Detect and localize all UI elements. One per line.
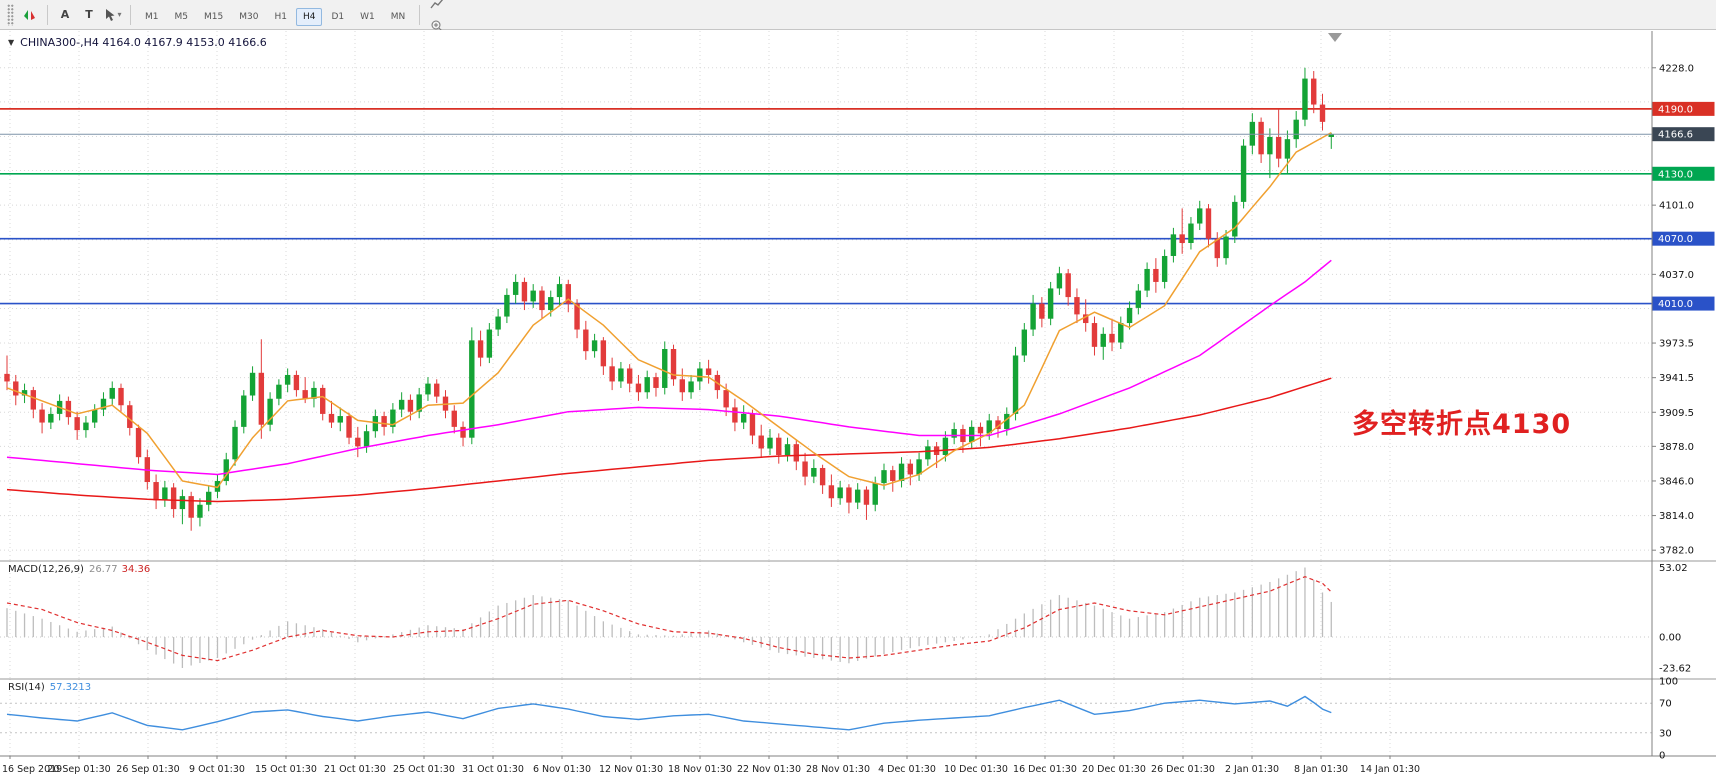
- price-badge: [1652, 166, 1715, 181]
- new-order-icon[interactable]: [19, 4, 41, 26]
- support-resistance-lines[interactable]: [0, 107, 1652, 305]
- price-chart-svg[interactable]: 4228.0 4101.0 4037.0 3973.5 3941.5 3909.5 3878…: [0, 30, 1716, 779]
- rsi-name: RSI(14): [8, 682, 45, 693]
- time-axis-label: 25 Oct 01:30: [393, 764, 455, 775]
- price-axis-label: 3909.5: [1659, 408, 1694, 419]
- time-axis-label: 4 Dec 01:30: [878, 764, 936, 775]
- chart-area[interactable]: 4228.0 4101.0 4037.0 3973.5 3941.5 3909.5 3878…: [0, 30, 1716, 779]
- price-badge-label: 4130.0: [1658, 169, 1693, 180]
- chevron-down-icon: ▾: [117, 10, 122, 19]
- chart-shift-marker-icon[interactable]: [1328, 33, 1342, 42]
- time-axis-label: 6 Nov 01:30: [533, 764, 591, 775]
- price-badge-label: 4190.0: [1658, 104, 1693, 115]
- rsi-axis-label: 70: [1659, 699, 1672, 710]
- price-axis[interactable]: 4228.0 4101.0 4037.0 3973.5 3941.5 3909.5 3878…: [1652, 63, 1715, 762]
- rsi-pane[interactable]: [0, 695, 1652, 734]
- time-axis-label: 20 Sep 01:30: [47, 764, 110, 775]
- price-badge-label: 4166.6: [1658, 130, 1693, 141]
- cursor-tool[interactable]: ▾: [102, 4, 124, 26]
- time-axis-label: 26 Sep 01:30: [116, 764, 179, 775]
- text-tool[interactable]: T: [78, 4, 100, 26]
- timeframe-m30[interactable]: M30: [232, 8, 265, 26]
- macd-indicator-label: MACD(12,26,9) 26.77 34.36: [8, 564, 150, 575]
- rsi-axis-label: 0: [1659, 751, 1665, 762]
- moving-averages: [6, 132, 1332, 503]
- timeframe-group: M1 M5 M15 M30 H1 H4 D1 W1 MN: [137, 4, 413, 26]
- price-axis-label: 4228.0: [1659, 63, 1694, 74]
- time-axis-label: 21 Oct 01:30: [324, 764, 386, 775]
- time-axis-label: 16 Dec 01:30: [1013, 764, 1077, 775]
- macd-name: MACD(12,26,9): [8, 564, 84, 575]
- price-badge: [1652, 296, 1715, 311]
- price-axis-label: 3878.0: [1659, 442, 1694, 453]
- price-axis-label: 3846.0: [1659, 476, 1694, 487]
- time-axis-label: 9 Oct 01:30: [189, 764, 245, 775]
- time-axis-label: 10 Dec 01:30: [944, 764, 1008, 775]
- price-axis-label: 3782.0: [1659, 546, 1694, 557]
- timeframe-h1[interactable]: H1: [267, 8, 294, 26]
- toolbar-drag-handle[interactable]: [7, 3, 14, 26]
- price-badge-label: 4070.0: [1658, 234, 1693, 245]
- time-axis-label: 20 Dec 01:30: [1082, 764, 1146, 775]
- chart-annotation: 多空转折点4130: [1352, 409, 1572, 440]
- time-axis-label: 14 Jan 01:30: [1360, 764, 1420, 775]
- timeframe-m5[interactable]: M5: [168, 8, 196, 26]
- macd-axis-label: -23.62: [1659, 664, 1691, 675]
- grid-lines: [0, 31, 1652, 756]
- symbol-ohlc-text: CHINA300-,H4 4164.0 4167.9 4153.0 4166.6: [20, 36, 267, 49]
- macd-axis-label: 53.02: [1659, 563, 1688, 574]
- candlestick-series[interactable]: [4, 67, 1334, 531]
- price-axis-label: 3814.0: [1659, 511, 1694, 522]
- time-axis-label: 22 Nov 01:30: [737, 764, 801, 775]
- time-axis-label: 28 Nov 01:30: [806, 764, 870, 775]
- toolbar-separator: [47, 4, 48, 25]
- text-label-tool[interactable]: A: [54, 4, 76, 26]
- time-axis-label: 8 Jan 01:30: [1294, 764, 1348, 775]
- rsi-axis-label: 30: [1659, 728, 1672, 739]
- rsi-axis-label: 100: [1659, 677, 1678, 688]
- price-axis-label: 3973.5: [1659, 339, 1694, 350]
- price-axis-label: 3941.5: [1659, 373, 1694, 384]
- time-axis-label: 2 Jan 01:30: [1225, 764, 1279, 775]
- timeframe-w1[interactable]: W1: [353, 8, 382, 26]
- price-axis-label: 4037.0: [1659, 270, 1694, 281]
- macd-axis-label: 0.00: [1659, 633, 1681, 644]
- price-badge: [1652, 127, 1715, 142]
- macd-signal-value: 34.36: [121, 564, 151, 575]
- price-badge: [1652, 101, 1715, 116]
- time-axis-label: 15 Oct 01:30: [255, 764, 317, 775]
- price-badge-label: 4010.0: [1658, 299, 1693, 310]
- price-badge: [1652, 231, 1715, 246]
- line-chart-icon[interactable]: [426, 0, 448, 15]
- symbol-dropdown-icon[interactable]: ▼: [8, 38, 15, 47]
- timeframe-h4[interactable]: H4: [295, 7, 323, 26]
- time-axis-label: 26 Dec 01:30: [1151, 764, 1215, 775]
- toolbar-separator: [130, 4, 131, 25]
- timeframe-d1[interactable]: D1: [324, 8, 351, 26]
- toolbar-separator: [419, 4, 421, 25]
- timeframe-m15[interactable]: M15: [197, 8, 230, 26]
- time-axis-label: 31 Oct 01:30: [462, 764, 524, 775]
- time-axis-label: 12 Nov 01:30: [599, 764, 663, 775]
- chart-title-bar: ▼ CHINA300-,H4 4164.0 4167.9 4153.0 4166…: [8, 36, 267, 49]
- time-axis-label: 16 Sep 2019: [2, 764, 62, 775]
- timeframe-m1[interactable]: M1: [138, 8, 166, 26]
- rsi-value: 57.3213: [49, 682, 92, 693]
- price-axis-label: 4101.0: [1659, 201, 1694, 212]
- macd-pane[interactable]: [0, 567, 1652, 669]
- timeframe-mn[interactable]: MN: [384, 8, 413, 26]
- time-axis-label: 18 Nov 01:30: [668, 764, 732, 775]
- rsi-indicator-label: RSI(14) 57.3213: [8, 682, 91, 693]
- macd-main-value: 26.77: [88, 564, 118, 575]
